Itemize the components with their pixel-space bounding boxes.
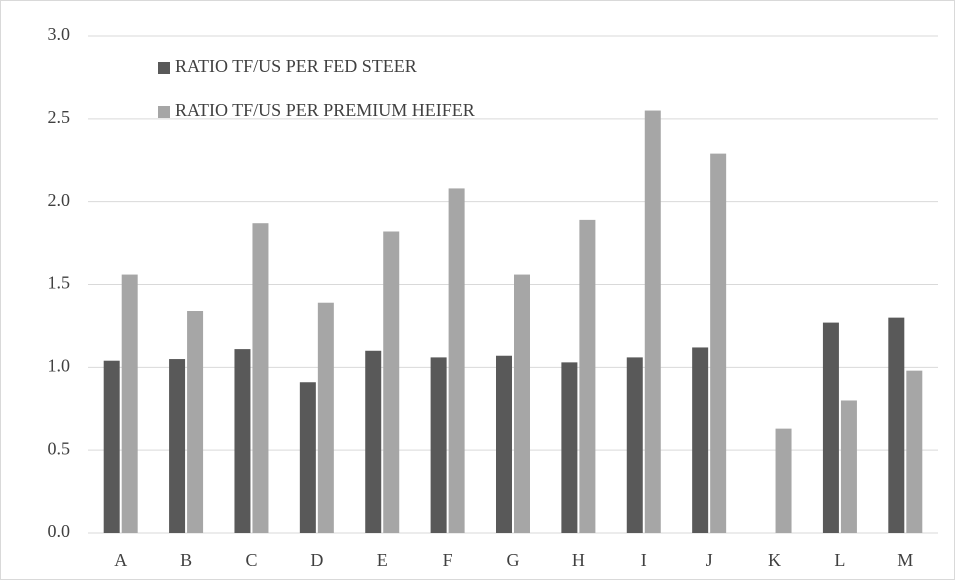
x-tick-label: I	[641, 550, 647, 570]
x-tick-label: C	[245, 550, 257, 570]
bar	[299, 382, 316, 533]
x-tick-label: H	[572, 550, 585, 570]
bar	[187, 311, 204, 533]
x-tick-label: L	[834, 550, 845, 570]
y-tick-label: 2.5	[48, 107, 71, 127]
x-tick-label: B	[180, 550, 192, 570]
x-tick-label: A	[114, 550, 127, 570]
x-tick-label: K	[768, 550, 781, 570]
bar	[840, 400, 857, 533]
y-tick-label: 3.0	[48, 24, 71, 44]
bar	[234, 349, 251, 533]
bar	[579, 219, 596, 533]
y-tick-label: 1.5	[48, 273, 71, 293]
x-tick-label: J	[706, 550, 713, 570]
bar	[448, 188, 465, 533]
bar	[430, 357, 447, 533]
x-tick-label: D	[310, 550, 323, 570]
x-tick-label: E	[377, 550, 388, 570]
bar	[775, 428, 792, 533]
x-tick-label: M	[897, 550, 913, 570]
bar	[710, 153, 727, 533]
bar	[822, 322, 839, 533]
bar	[252, 223, 269, 533]
y-tick-label: 0.0	[48, 521, 71, 541]
bar	[317, 302, 334, 533]
bar	[514, 274, 530, 533]
legend-swatch	[158, 62, 170, 74]
y-tick-label: 1.0	[48, 355, 71, 375]
y-tick-label: 0.5	[48, 438, 71, 458]
bar	[169, 359, 186, 533]
bar	[383, 231, 400, 533]
legend-label: RATIO TF/US PER FED STEER	[175, 56, 417, 76]
bar	[692, 347, 709, 533]
bar	[906, 370, 923, 533]
bar	[365, 350, 382, 533]
bar	[496, 355, 512, 533]
y-tick-label: 2.0	[48, 190, 71, 210]
legend-swatch	[158, 106, 170, 118]
bar	[644, 110, 661, 534]
bar	[561, 362, 578, 533]
bar	[103, 360, 120, 533]
legend-label: RATIO TF/US PER PREMIUM HEIFER	[175, 100, 475, 120]
bar	[888, 317, 905, 533]
x-tick-label: F	[443, 550, 453, 570]
x-tick-label: G	[507, 550, 520, 570]
bar	[626, 357, 643, 533]
bar	[121, 274, 138, 533]
